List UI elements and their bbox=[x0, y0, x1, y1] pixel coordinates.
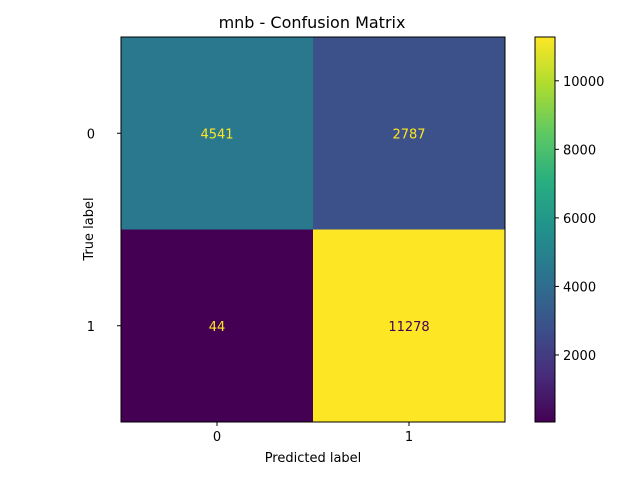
y-tick-label: 0 bbox=[87, 127, 95, 142]
matrix-cell-1-0 bbox=[121, 229, 313, 422]
matrix-cell-1-1 bbox=[313, 229, 505, 422]
colorbar-tick-label: 8000 bbox=[563, 143, 596, 158]
colorbar-tick-label: 6000 bbox=[563, 212, 596, 227]
x-tick-label: 1 bbox=[405, 430, 413, 445]
x-axis-label: Predicted label bbox=[265, 451, 362, 466]
colorbar-axis: 2000 4000 6000 8000 10000 bbox=[555, 75, 604, 364]
chart-title: mnb - Confusion Matrix bbox=[219, 13, 406, 32]
cell-value-0-1: 2787 bbox=[392, 127, 425, 142]
cell-value-1-1: 11278 bbox=[388, 320, 429, 335]
colorbar bbox=[534, 36, 556, 423]
matrix-cell-0-0 bbox=[121, 37, 313, 230]
colorbar-tick-label: 4000 bbox=[563, 280, 596, 295]
matrix-frame bbox=[120, 36, 506, 423]
x-tick-label: 0 bbox=[213, 430, 221, 445]
cell-value-1-0: 44 bbox=[209, 320, 226, 335]
y-axis: 01 bbox=[87, 127, 121, 335]
matrix-cells bbox=[121, 37, 505, 422]
matrix-cell-0-1 bbox=[313, 37, 505, 230]
y-axis-label: True label bbox=[82, 197, 97, 261]
colorbar-tick-label: 10000 bbox=[563, 75, 604, 90]
matrix-cell-labels: 4541 2787 44 11278 bbox=[200, 127, 429, 335]
cell-value-0-0: 4541 bbox=[200, 127, 233, 142]
y-tick-label: 1 bbox=[87, 320, 95, 335]
colorbar-tick-label: 2000 bbox=[563, 349, 596, 364]
